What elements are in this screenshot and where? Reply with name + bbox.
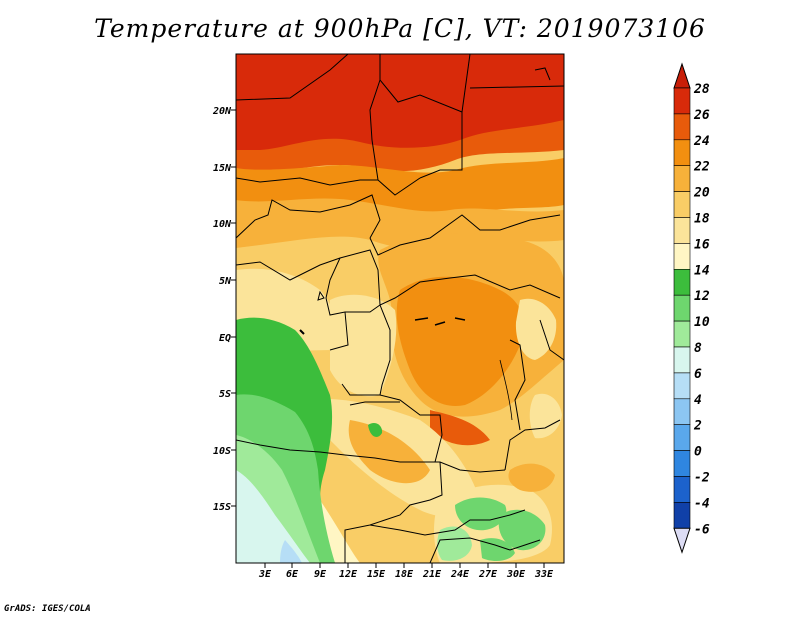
lat-label-5n: 5N bbox=[219, 276, 232, 287]
lon-label-30e: 30E bbox=[506, 569, 526, 580]
colorbar-label: 4 bbox=[694, 393, 702, 408]
colorbar-box bbox=[673, 268, 691, 296]
lon-label-27e: 27E bbox=[478, 569, 498, 580]
colorbar-label: -4 bbox=[694, 496, 710, 511]
temperature-field bbox=[236, 54, 564, 563]
colorbar-label: 22 bbox=[693, 160, 710, 175]
lon-label-15e: 15E bbox=[367, 569, 386, 580]
grads-credit: GrADS: IGES/COLA bbox=[4, 604, 91, 614]
lat-label-15n: 15N bbox=[213, 163, 232, 174]
latitude-axis: 20N 15N 10N 5N EQ 5S 10S 15S bbox=[212, 106, 232, 513]
colorbar-box bbox=[673, 346, 691, 374]
lon-label-21e: 21E bbox=[422, 569, 442, 580]
colorbar-label: -6 bbox=[694, 522, 710, 537]
colorbar-box bbox=[673, 502, 691, 529]
map-title: Temperature at 900hPa [C], VT: 201907310… bbox=[94, 14, 706, 43]
lat-label-10n: 10N bbox=[213, 219, 232, 230]
colorbar-box bbox=[673, 243, 691, 270]
lon-label-24e: 24E bbox=[450, 569, 470, 580]
colorbar-label: 8 bbox=[694, 341, 702, 356]
colorbar-box bbox=[673, 450, 691, 477]
colorbar-label: -2 bbox=[694, 471, 710, 486]
map-frame bbox=[235, 53, 565, 564]
colorbar-label: 28 bbox=[693, 82, 710, 97]
lat-label-20n: 20N bbox=[212, 106, 232, 117]
colorbar-box bbox=[673, 191, 691, 218]
colorbar-label: 10 bbox=[694, 315, 710, 330]
colorbar-under-triangle bbox=[673, 527, 691, 554]
colorbar-box bbox=[673, 320, 691, 348]
colorbar-over-triangle bbox=[673, 62, 691, 89]
lon-label-18e: 18E bbox=[395, 569, 414, 580]
colorbar-box bbox=[673, 217, 691, 244]
country-borders bbox=[236, 54, 564, 563]
lat-label-5s: 5S bbox=[219, 389, 231, 400]
lat-label-eq: EQ bbox=[219, 333, 231, 344]
colorbar-label: 26 bbox=[693, 108, 710, 123]
lon-label-12e: 12E bbox=[339, 569, 358, 580]
lon-label-6e: 6E bbox=[286, 569, 299, 580]
colorbar-label: 20 bbox=[693, 186, 710, 201]
colorbar-box bbox=[673, 424, 691, 451]
colorbar-box bbox=[673, 398, 691, 425]
lon-label-33e: 33E bbox=[534, 569, 554, 580]
colorbar-label: 6 bbox=[694, 367, 702, 382]
colorbar-label: 18 bbox=[694, 212, 710, 227]
colorbar-label: 14 bbox=[694, 263, 710, 278]
lon-label-3e: 3E bbox=[258, 569, 272, 580]
colorbar-box bbox=[673, 113, 691, 141]
colorbar-box bbox=[673, 294, 691, 322]
colorbar-box bbox=[673, 165, 691, 192]
longitude-axis: 3E 6E 9E 12E 15E 18E 21E 24E 27E 30E 33E bbox=[258, 569, 554, 580]
lat-label-15s: 15S bbox=[213, 502, 231, 513]
lon-label-9e: 9E bbox=[314, 569, 327, 580]
colorbar-box bbox=[673, 139, 691, 167]
colorbar-label: 2 bbox=[693, 419, 702, 434]
colorbar-label: 24 bbox=[693, 134, 710, 149]
colorbar-label: 16 bbox=[694, 237, 710, 252]
lat-label-10s: 10S bbox=[213, 446, 231, 457]
colorbar-box bbox=[673, 372, 691, 400]
colorbar-box bbox=[673, 476, 691, 503]
colorbar-label: 12 bbox=[694, 289, 710, 304]
colorbar-box bbox=[673, 87, 691, 115]
colorbar-label: 0 bbox=[694, 445, 702, 460]
